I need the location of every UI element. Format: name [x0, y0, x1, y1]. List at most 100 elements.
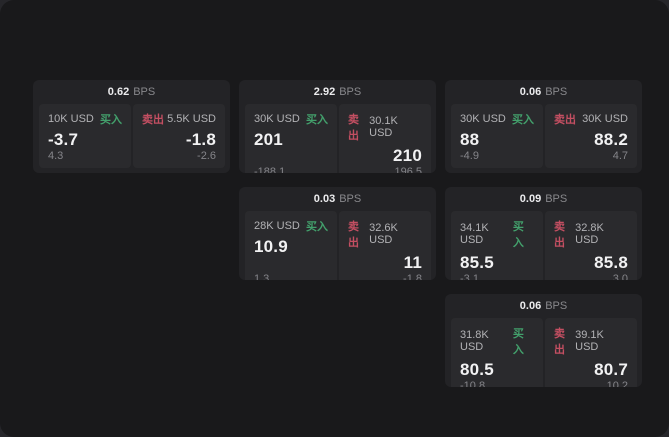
buy-panel[interactable]: 30K USD 买入 88 -4.9	[451, 104, 543, 168]
buy-panel[interactable]: 34.1K USD 买入 85.5 -3.1	[451, 211, 543, 280]
sell-price: 80.7	[594, 360, 628, 379]
buy-panel[interactable]: 31.8K USD 买入 80.5 -10.8	[451, 318, 543, 387]
sell-panel-top: 卖出 32.6K USD	[348, 218, 422, 250]
buy-label: 买入	[512, 328, 524, 356]
buy-label: 买入	[306, 114, 328, 126]
sell-label: 卖出	[348, 114, 359, 142]
buy-label: 买入	[306, 221, 328, 233]
sell-price: -1.8	[185, 130, 216, 149]
buy-label: 买入	[100, 114, 122, 126]
quote-card: 0.06 BPS 30K USD 买入 88 -4.9 卖出 30K USD	[445, 80, 642, 173]
sell-label: 卖出	[142, 114, 164, 126]
sell-panel-top: 卖出 30.1K USD	[348, 111, 422, 143]
sell-amount: 30.1K USD	[369, 115, 398, 139]
buy-price: 10.9	[254, 237, 288, 256]
sell-label: 卖出	[554, 114, 576, 126]
quote-card: 0.06 BPS 31.8K USD 买入 80.5 -10.8 卖出 39.1…	[445, 294, 642, 387]
panels-row: 28K USD 买入 10.9 1.3 卖出 32.6K USD 11 -1.8	[239, 211, 436, 280]
buy-amount: 10K USD	[48, 113, 94, 125]
sell-panel[interactable]: 卖出 32.6K USD 11 -1.8	[339, 211, 431, 280]
sell-amount: 39.1K USD	[575, 329, 604, 353]
card-header: 2.92 BPS	[239, 80, 436, 104]
sell-delta: 10.2	[606, 380, 628, 387]
bps-unit: BPS	[339, 193, 362, 205]
buy-panel-top: 28K USD 买入	[254, 218, 328, 234]
quote-cards-grid: 0.62 BPS 10K USD 买入 -3.7 4.3 卖出 5.5K USD	[33, 80, 642, 387]
panels-row: 31.8K USD 买入 80.5 -10.8 卖出 39.1K USD 80.…	[445, 318, 642, 387]
sell-delta: 4.7	[612, 150, 628, 162]
sell-panel[interactable]: 卖出 32.8K USD 85.8 3.0	[545, 211, 637, 280]
sell-panel-top: 卖出 5.5K USD	[142, 111, 216, 127]
buy-price: 85.5	[460, 253, 494, 272]
bps-unit: BPS	[339, 86, 362, 98]
buy-panel[interactable]: 28K USD 买入 10.9 1.3	[245, 211, 337, 280]
panels-row: 34.1K USD 买入 85.5 -3.1 卖出 32.8K USD 85.8…	[445, 211, 642, 280]
sell-panel-top: 卖出 32.8K USD	[554, 218, 628, 250]
bps-value: 0.06	[519, 86, 542, 98]
buy-panel-top: 34.1K USD 买入	[460, 218, 534, 250]
bps-value: 0.03	[313, 193, 336, 205]
buy-panel[interactable]: 30K USD 买入 201 -188.1	[245, 104, 337, 173]
bps-value: 2.92	[313, 86, 336, 98]
bps-unit: BPS	[545, 300, 568, 312]
buy-panel[interactable]: 10K USD 买入 -3.7 4.3	[39, 104, 131, 168]
buy-delta: 4.3	[48, 150, 64, 162]
buy-delta: 1.3	[254, 273, 270, 280]
sell-amount: 30K USD	[582, 113, 628, 125]
sell-delta: 3.0	[612, 273, 628, 280]
sell-label: 卖出	[554, 221, 565, 249]
bps-unit: BPS	[133, 86, 156, 98]
card-header: 0.03 BPS	[239, 187, 436, 211]
panels-row: 30K USD 买入 88 -4.9 卖出 30K USD 88.2 4.7	[445, 104, 642, 173]
card-header: 0.06 BPS	[445, 294, 642, 318]
sell-amount: 32.6K USD	[369, 222, 398, 246]
buy-delta: -188.1	[254, 166, 286, 173]
sell-panel-top: 卖出 30K USD	[554, 111, 628, 127]
buy-label: 买入	[512, 114, 534, 126]
buy-amount: 31.8K USD	[460, 329, 489, 353]
buy-panel-top: 30K USD 买入	[460, 111, 534, 127]
sell-panel[interactable]: 卖出 5.5K USD -1.8 -2.6	[133, 104, 225, 168]
quote-card: 2.92 BPS 30K USD 买入 201 -188.1 卖出 30.1K …	[239, 80, 436, 173]
sell-delta: 196.5	[394, 166, 422, 173]
sell-price: 11	[403, 253, 422, 272]
buy-panel-top: 31.8K USD 买入	[460, 325, 534, 357]
buy-price: 80.5	[460, 360, 494, 379]
bps-unit: BPS	[545, 193, 568, 205]
buy-amount: 30K USD	[254, 113, 300, 125]
sell-delta: -1.8	[403, 273, 422, 280]
card-header: 0.62 BPS	[33, 80, 230, 104]
sell-panel-top: 卖出 39.1K USD	[554, 325, 628, 357]
bps-value: 0.62	[107, 86, 130, 98]
panels-row: 30K USD 买入 201 -188.1 卖出 30.1K USD 210 1…	[239, 104, 436, 173]
bps-value: 0.06	[519, 300, 542, 312]
buy-price: 201	[254, 130, 283, 149]
buy-panel-top: 10K USD 买入	[48, 111, 122, 127]
bps-value: 0.09	[519, 193, 542, 205]
sell-panel[interactable]: 卖出 39.1K USD 80.7 10.2	[545, 318, 637, 387]
buy-amount: 34.1K USD	[460, 222, 489, 246]
sell-panel[interactable]: 卖出 30.1K USD 210 196.5	[339, 104, 431, 173]
card-header: 0.09 BPS	[445, 187, 642, 211]
sell-label: 卖出	[348, 221, 359, 249]
sell-label: 卖出	[554, 328, 565, 356]
buy-delta: -4.9	[460, 150, 479, 162]
sell-amount: 32.8K USD	[575, 222, 604, 246]
quote-card: 0.09 BPS 34.1K USD 买入 85.5 -3.1 卖出 32.8K…	[445, 187, 642, 280]
quote-card: 0.03 BPS 28K USD 买入 10.9 1.3 卖出 32.6K US…	[239, 187, 436, 280]
card-header: 0.06 BPS	[445, 80, 642, 104]
buy-delta: -10.8	[460, 380, 486, 387]
bps-unit: BPS	[545, 86, 568, 98]
sell-delta: -2.6	[197, 150, 216, 162]
panels-row: 10K USD 买入 -3.7 4.3 卖出 5.5K USD -1.8 -2.…	[33, 104, 230, 173]
buy-price: -3.7	[48, 130, 79, 149]
buy-label: 买入	[512, 221, 524, 249]
quote-card: 0.62 BPS 10K USD 买入 -3.7 4.3 卖出 5.5K USD	[33, 80, 230, 173]
buy-panel-top: 30K USD 买入	[254, 111, 328, 127]
buy-amount: 30K USD	[460, 113, 506, 125]
sell-amount: 5.5K USD	[167, 113, 216, 125]
sell-price: 210	[393, 146, 422, 165]
sell-panel[interactable]: 卖出 30K USD 88.2 4.7	[545, 104, 637, 168]
buy-price: 88	[460, 130, 480, 149]
